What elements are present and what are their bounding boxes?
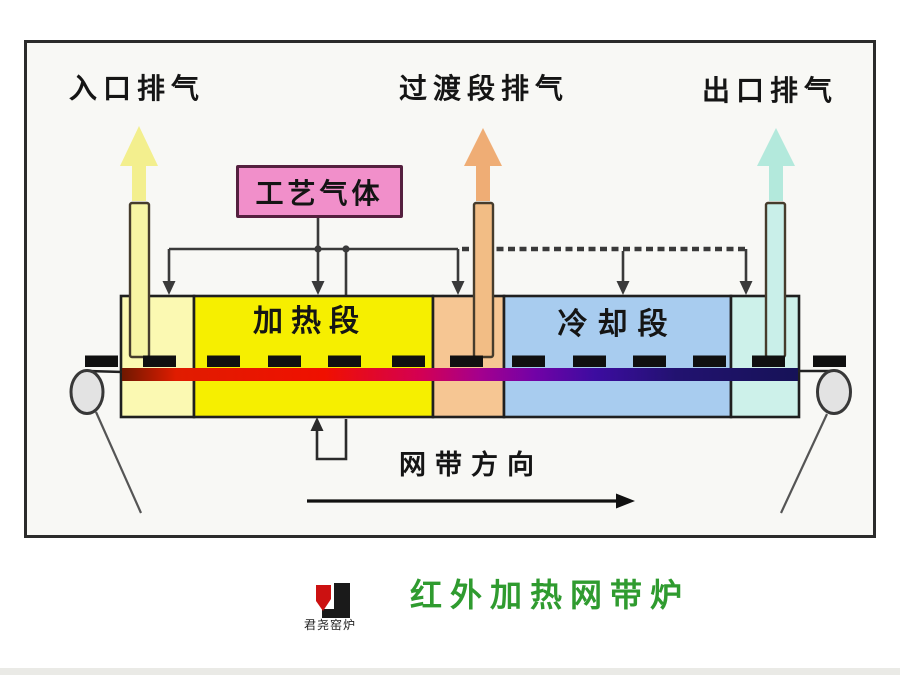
outlet-exhaust-label: 出口排气 bbox=[702, 74, 839, 107]
manifold-arrowheads bbox=[162, 245, 753, 295]
right-arrowhead-icon bbox=[616, 493, 635, 509]
transition-exhaust-label: 过渡段排气 bbox=[399, 72, 570, 105]
down-arrowhead-icon bbox=[739, 281, 753, 295]
transition-exhaust-pipe bbox=[472, 201, 495, 359]
inlet-exhaust-label: 入口排气 bbox=[69, 72, 206, 105]
down-arrowhead-icon bbox=[616, 281, 630, 295]
bottom-gas-loop-line bbox=[315, 419, 348, 461]
down-arrowhead-icon bbox=[162, 281, 176, 295]
footer-logo-text: 君尧窑炉 bbox=[304, 618, 357, 632]
left-belt-roller bbox=[69, 369, 105, 415]
diagram-frame bbox=[24, 40, 876, 538]
transition-exhaust-up-arrow-icon bbox=[464, 128, 502, 201]
up-arrowhead-icon bbox=[310, 417, 324, 431]
right-belt-roller bbox=[816, 369, 852, 415]
heating-section-label: 加热段 bbox=[253, 304, 367, 339]
temperature-gradient-belt bbox=[122, 368, 798, 381]
cooling-section-label: 冷却段 bbox=[557, 307, 678, 342]
right-roller-support-line bbox=[780, 413, 828, 514]
company-logo bbox=[316, 583, 350, 618]
down-arrowhead-icon bbox=[451, 281, 465, 295]
logo-black-shape bbox=[322, 583, 350, 618]
belt-direction-label: 网带方向 bbox=[399, 450, 543, 481]
inlet-exhaust-pipe bbox=[128, 201, 151, 359]
bottom-strip bbox=[0, 668, 900, 675]
process-gas-box: 工艺气体 bbox=[236, 165, 403, 218]
outlet-exhaust-up-arrow-icon bbox=[757, 128, 795, 201]
junction-dot bbox=[314, 245, 322, 253]
footer-title: 红外加热网带炉 bbox=[410, 576, 691, 614]
outlet-exhaust-pipe bbox=[764, 201, 787, 359]
process-gas-label: 工艺气体 bbox=[255, 176, 384, 210]
inlet-exhaust-up-arrow-icon bbox=[120, 126, 158, 201]
down-arrowhead-icon bbox=[311, 281, 325, 295]
left-roller-support-line bbox=[94, 411, 143, 514]
logo-red-shape bbox=[316, 585, 331, 611]
junction-dot bbox=[342, 245, 350, 253]
mesh-belt-dashes bbox=[85, 355, 846, 367]
